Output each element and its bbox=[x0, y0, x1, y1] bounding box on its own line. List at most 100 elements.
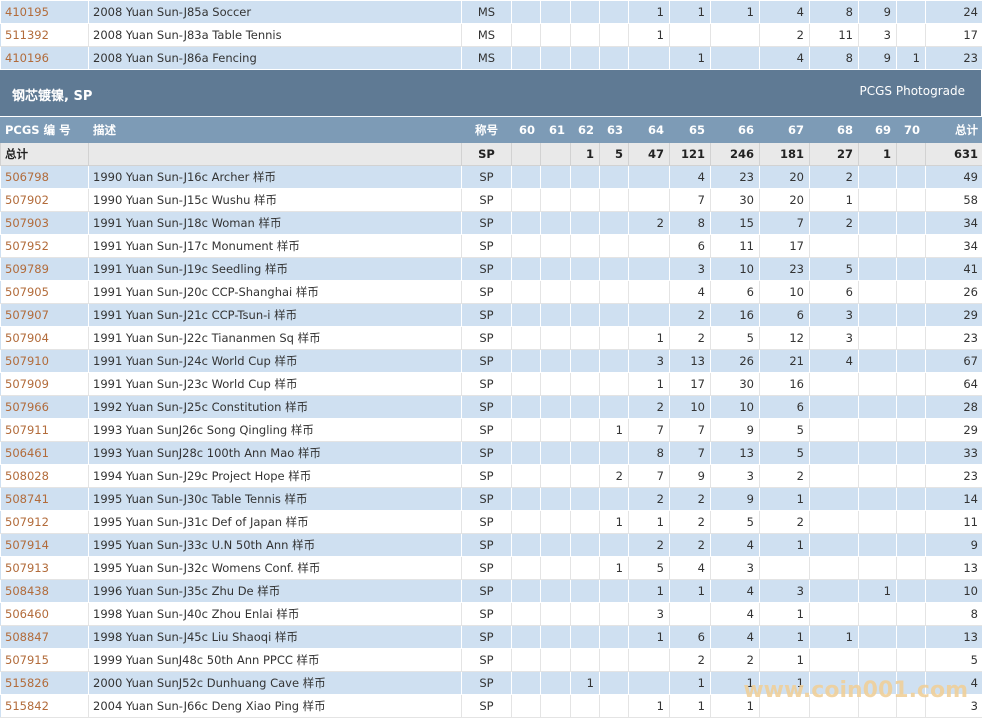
header-grade-66[interactable]: 66 bbox=[711, 118, 760, 143]
pcgs-id-link[interactable]: 507966 bbox=[5, 400, 49, 414]
pcgs-id-link[interactable]: 507903 bbox=[5, 216, 49, 230]
grade-69-cell bbox=[859, 373, 897, 396]
pcgs-id-link[interactable]: 506461 bbox=[5, 446, 49, 460]
photograde-link[interactable]: PCGS Photograde bbox=[860, 84, 965, 98]
pcgs-id-link[interactable]: 507902 bbox=[5, 193, 49, 207]
pcgs-id-link[interactable]: 507914 bbox=[5, 538, 49, 552]
grade-62-cell bbox=[571, 419, 600, 442]
designation-cell: SP bbox=[462, 419, 512, 442]
description-cell: 1990 Yuan Sun-J16c Archer 样币 bbox=[89, 166, 462, 189]
header-grade-68[interactable]: 68 bbox=[810, 118, 859, 143]
header-grade-70[interactable]: 70 bbox=[897, 118, 926, 143]
grade-68-cell: 2 bbox=[810, 212, 859, 235]
pcgs-id-link[interactable]: 507913 bbox=[5, 561, 49, 575]
total-cell: 17 bbox=[926, 24, 982, 47]
header-grade-63[interactable]: 63 bbox=[600, 118, 629, 143]
grade-70-cell bbox=[897, 24, 926, 47]
grade-63-cell bbox=[600, 396, 629, 419]
grade-70-cell bbox=[897, 396, 926, 419]
header-total[interactable]: 总计 bbox=[926, 118, 982, 143]
grade-61-cell bbox=[541, 465, 571, 488]
grade-66-cell: 3 bbox=[711, 557, 760, 580]
grade-67-cell: 6 bbox=[760, 304, 810, 327]
designation-cell: SP bbox=[462, 212, 512, 235]
grade-62-cell bbox=[571, 580, 600, 603]
grade-61-cell bbox=[541, 419, 571, 442]
header-grade-61[interactable]: 61 bbox=[541, 118, 571, 143]
grade-70-cell bbox=[897, 419, 926, 442]
grade-60-cell bbox=[512, 465, 541, 488]
pcgs-id-link[interactable]: 508028 bbox=[5, 469, 49, 483]
designation-cell: SP bbox=[462, 557, 512, 580]
grade-60-cell bbox=[512, 488, 541, 511]
grade-65-cell: 2 bbox=[670, 304, 711, 327]
pcgs-id-link[interactable]: 515826 bbox=[5, 676, 49, 690]
pcgs-id-link[interactable]: 507905 bbox=[5, 285, 49, 299]
grade-63-cell bbox=[600, 695, 629, 718]
grade-62-cell bbox=[571, 189, 600, 212]
pcgs-id-link[interactable]: 508438 bbox=[5, 584, 49, 598]
designation-cell: SP bbox=[462, 396, 512, 419]
description-cell: 1991 Yuan Sun-J21c CCP-Tsun-i 样币 bbox=[89, 304, 462, 327]
header-grade-62[interactable]: 62 bbox=[571, 118, 600, 143]
grade-62-cell bbox=[571, 235, 600, 258]
header-grade-60[interactable]: 60 bbox=[512, 118, 541, 143]
pcgs-id-cell: 507907 bbox=[1, 304, 89, 327]
header-grade-64[interactable]: 64 bbox=[629, 118, 670, 143]
pcgs-id-cell: 508028 bbox=[1, 465, 89, 488]
grade-60-cell bbox=[512, 304, 541, 327]
header-grade-65[interactable]: 65 bbox=[670, 118, 711, 143]
header-pcgs-id[interactable]: PCGS 编 号 bbox=[1, 118, 89, 143]
grade-70-cell bbox=[897, 442, 926, 465]
pcgs-id-link[interactable]: 507912 bbox=[5, 515, 49, 529]
pcgs-id-link[interactable]: 410196 bbox=[5, 51, 49, 65]
header-designation[interactable]: 称号 bbox=[462, 118, 512, 143]
header-grade-67[interactable]: 67 bbox=[760, 118, 810, 143]
pcgs-id-link[interactable]: 515842 bbox=[5, 699, 49, 713]
designation-cell: SP bbox=[462, 580, 512, 603]
header-description[interactable]: 描述 bbox=[89, 118, 462, 143]
grade-70-cell bbox=[897, 465, 926, 488]
pcgs-id-link[interactable]: 508847 bbox=[5, 630, 49, 644]
description-cell: 1995 Yuan Sun-J32c Womens Conf. 样币 bbox=[89, 557, 462, 580]
grade-61-cell bbox=[541, 695, 571, 718]
pcgs-id-link[interactable]: 410195 bbox=[5, 5, 49, 19]
total-cell: 13 bbox=[926, 626, 982, 649]
grade-62-cell bbox=[571, 47, 600, 70]
total-cell: 10 bbox=[926, 580, 982, 603]
grade-68-cell: 8 bbox=[810, 47, 859, 70]
pcgs-id-link[interactable]: 506798 bbox=[5, 170, 49, 184]
pcgs-id-link[interactable]: 507907 bbox=[5, 308, 49, 322]
pcgs-id-link[interactable]: 507952 bbox=[5, 239, 49, 253]
pcgs-id-link[interactable]: 509789 bbox=[5, 262, 49, 276]
pcgs-id-link[interactable]: 507911 bbox=[5, 423, 49, 437]
grade-67-cell: 7 bbox=[760, 212, 810, 235]
grade-70-cell bbox=[897, 580, 926, 603]
header-grade-69[interactable]: 69 bbox=[859, 118, 897, 143]
grade-70-cell bbox=[897, 304, 926, 327]
grade-63-cell: 1 bbox=[600, 419, 629, 442]
grade-68-cell bbox=[810, 649, 859, 672]
totals-designation: SP bbox=[462, 143, 512, 166]
pcgs-id-link[interactable]: 508741 bbox=[5, 492, 49, 506]
grade-65-cell: 7 bbox=[670, 189, 711, 212]
pcgs-id-link[interactable]: 507904 bbox=[5, 331, 49, 345]
grade-60-cell bbox=[512, 580, 541, 603]
grade-70-cell bbox=[897, 212, 926, 235]
description-cell: 1993 Yuan SunJ28c 100th Ann Mao 样币 bbox=[89, 442, 462, 465]
grade-60-cell bbox=[512, 511, 541, 534]
grade-70-cell bbox=[897, 189, 926, 212]
pcgs-id-link[interactable]: 507915 bbox=[5, 653, 49, 667]
pcgs-id-link[interactable]: 511392 bbox=[5, 28, 49, 42]
grade-60-cell bbox=[512, 672, 541, 695]
pcgs-id-link[interactable]: 507909 bbox=[5, 377, 49, 391]
pcgs-id-link[interactable]: 506460 bbox=[5, 607, 49, 621]
grade-64-cell bbox=[629, 189, 670, 212]
pcgs-id-link[interactable]: 507910 bbox=[5, 354, 49, 368]
grade-64-cell: 5 bbox=[629, 557, 670, 580]
